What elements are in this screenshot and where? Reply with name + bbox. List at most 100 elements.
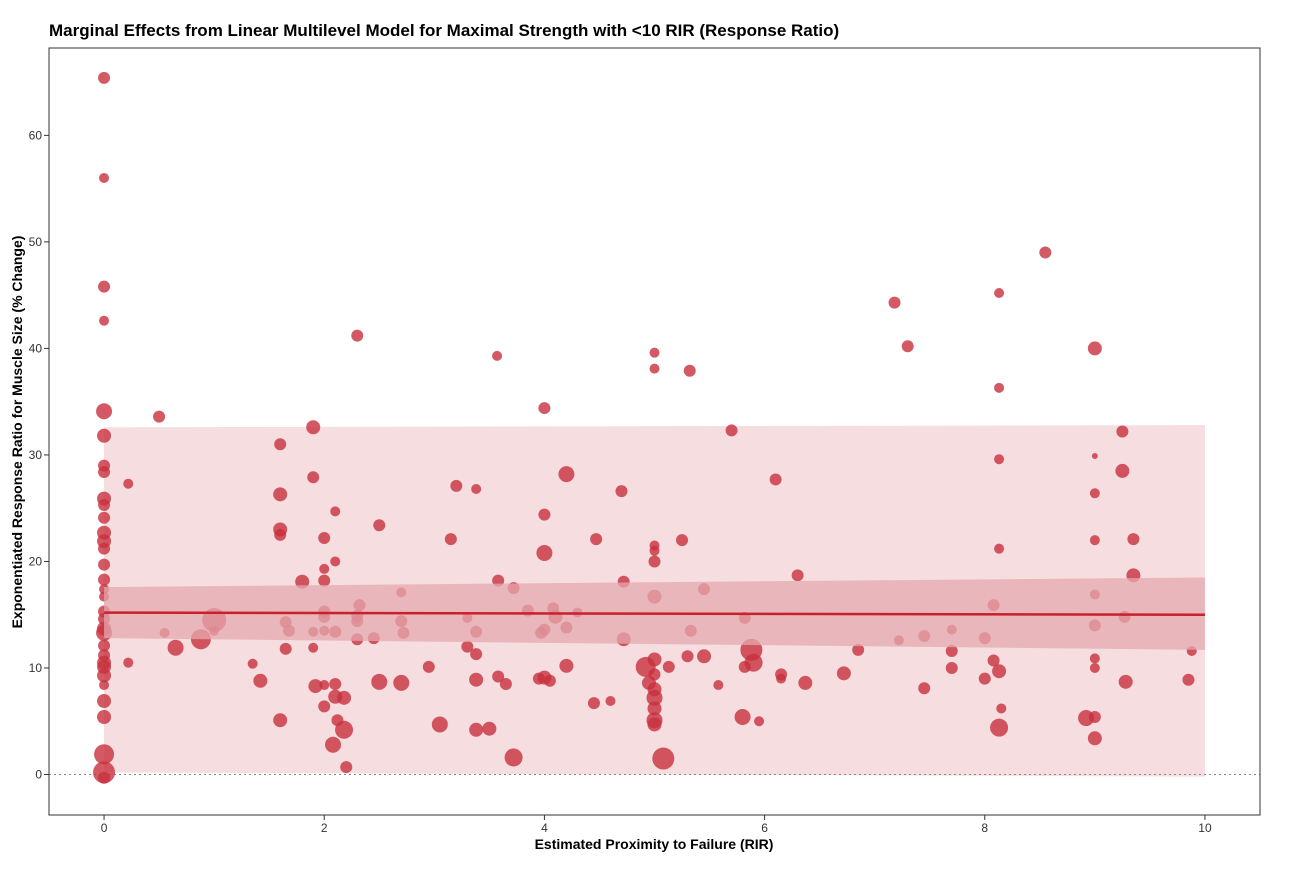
data-point xyxy=(123,478,134,489)
data-point xyxy=(97,694,112,709)
data-point xyxy=(1116,425,1129,438)
data-point xyxy=(1087,341,1102,356)
data-point xyxy=(96,403,113,420)
data-point xyxy=(247,658,258,669)
data-point xyxy=(335,720,354,739)
data-point xyxy=(393,674,410,691)
y-tick-label: 20 xyxy=(29,554,43,568)
y-tick-label: 10 xyxy=(29,661,43,675)
data-point xyxy=(1089,653,1100,664)
data-point xyxy=(978,672,991,685)
data-point xyxy=(98,280,111,293)
data-point xyxy=(994,382,1005,393)
data-point xyxy=(99,315,110,326)
data-point xyxy=(558,466,575,483)
data-point xyxy=(713,680,724,691)
data-point xyxy=(647,717,662,732)
data-point xyxy=(992,664,1007,679)
data-point xyxy=(888,296,901,309)
data-point xyxy=(97,709,112,724)
data-point xyxy=(754,716,765,727)
data-point xyxy=(836,666,851,681)
data-point xyxy=(279,642,292,655)
data-point xyxy=(776,673,787,684)
panel-border xyxy=(48,47,1261,816)
data-point xyxy=(273,487,288,502)
data-point xyxy=(649,347,660,358)
data-point xyxy=(769,473,782,486)
y-axis: 0 10 20 30 40 50 60 xyxy=(29,128,49,782)
data-point xyxy=(791,569,804,582)
data-point xyxy=(648,555,661,568)
data-point xyxy=(153,410,166,423)
x-tick-label: 10 xyxy=(1198,821,1212,835)
data-point xyxy=(1039,246,1052,259)
data-point xyxy=(340,761,353,774)
data-point xyxy=(351,329,364,342)
data-point xyxy=(499,677,512,690)
x-axis-title: Estimated Proximity to Failure (RIR) xyxy=(535,836,774,852)
x-tick-label: 0 xyxy=(101,821,108,835)
data-point xyxy=(994,454,1005,465)
data-point xyxy=(330,556,341,567)
data-point xyxy=(325,736,342,753)
data-point xyxy=(648,668,661,681)
data-point xyxy=(649,363,660,374)
data-point xyxy=(318,700,331,713)
y-tick-label: 0 xyxy=(35,768,42,782)
data-point xyxy=(97,668,112,683)
data-point xyxy=(647,652,662,667)
data-point xyxy=(647,701,662,716)
data-point xyxy=(329,677,342,690)
data-point xyxy=(996,703,1007,714)
data-point xyxy=(98,71,111,84)
y-tick-label: 40 xyxy=(29,341,43,355)
data-point xyxy=(734,708,751,725)
data-point xyxy=(98,639,111,652)
data-point xyxy=(469,722,484,737)
x-axis: 0 2 4 6 8 10 xyxy=(101,815,1212,835)
data-point xyxy=(330,506,341,517)
data-point xyxy=(98,542,111,555)
data-point xyxy=(98,573,111,586)
data-point xyxy=(538,508,551,521)
data-point xyxy=(1127,533,1140,546)
y-tick-label: 30 xyxy=(29,448,43,462)
data-point xyxy=(461,640,474,653)
data-point xyxy=(559,658,574,673)
data-point xyxy=(1087,731,1102,746)
x-tick-label: 2 xyxy=(321,821,328,835)
data-point xyxy=(1091,453,1098,460)
data-point xyxy=(444,533,457,546)
data-point xyxy=(274,438,287,451)
data-point xyxy=(652,747,675,770)
data-point xyxy=(605,696,616,707)
data-point xyxy=(373,519,386,532)
data-point xyxy=(683,364,696,377)
data-point xyxy=(994,543,1005,554)
data-point xyxy=(1088,710,1101,723)
data-point xyxy=(1182,673,1195,686)
data-point xyxy=(98,558,111,571)
data-point xyxy=(1089,662,1100,673)
data-point xyxy=(471,484,482,495)
data-point xyxy=(307,471,320,484)
data-point xyxy=(798,675,813,690)
data-point xyxy=(308,642,319,653)
data-point xyxy=(470,648,483,661)
data-point xyxy=(371,673,388,690)
data-point xyxy=(1089,488,1100,499)
data-point xyxy=(319,680,330,691)
data-point xyxy=(123,657,134,668)
data-point xyxy=(94,744,115,765)
data-point xyxy=(945,644,958,657)
data-point xyxy=(167,639,184,656)
data-point xyxy=(492,350,503,361)
data-point xyxy=(319,563,330,574)
x-tick-label: 8 xyxy=(981,821,988,835)
data-point xyxy=(99,172,110,183)
y-tick-label: 60 xyxy=(29,128,43,142)
data-point xyxy=(492,670,505,683)
x-tick-label: 4 xyxy=(541,821,548,835)
data-point xyxy=(431,716,448,733)
